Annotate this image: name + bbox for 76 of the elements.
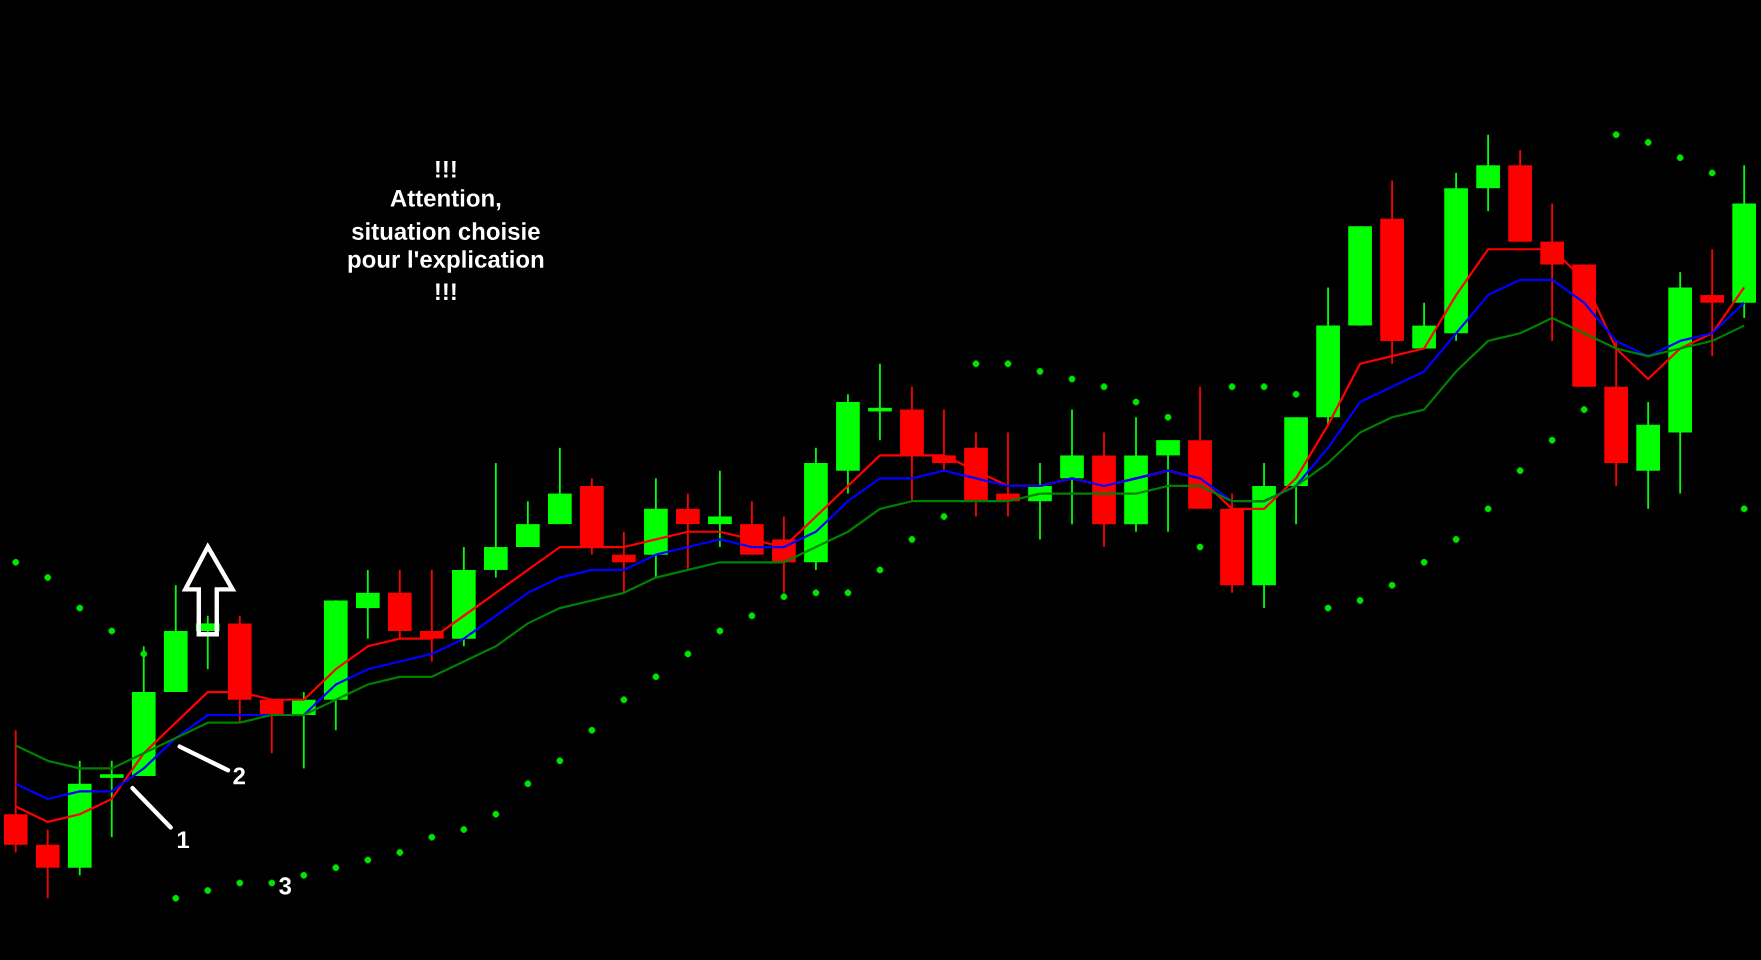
- annotation: 3: [279, 877, 292, 895]
- annotation: Attention,: [390, 189, 501, 211]
- point: [1420, 558, 1428, 566]
- point: [428, 833, 436, 841]
- point: [556, 757, 564, 765]
- point: [12, 558, 20, 566]
- point: [1260, 383, 1268, 391]
- candlestick: [1156, 439, 1180, 533]
- point: [908, 536, 916, 543]
- point: [812, 589, 820, 597]
- point: [748, 612, 756, 620]
- point: [876, 566, 884, 574]
- point: [940, 513, 948, 520]
- point: [396, 849, 404, 856]
- annotation: 1: [177, 831, 190, 849]
- point: [1164, 413, 1172, 421]
- candlestick: [1412, 301, 1436, 350]
- point: [1452, 536, 1460, 543]
- point: [76, 604, 84, 612]
- point: [1324, 604, 1332, 612]
- candlestick: [355, 569, 380, 640]
- point: [684, 650, 692, 658]
- candlestick: [708, 469, 732, 548]
- point: [108, 627, 116, 635]
- candlestick: [1476, 133, 1500, 212]
- annotation: !!!: [436, 161, 456, 178]
- point: [492, 810, 500, 818]
- candlestick: [484, 462, 508, 579]
- annotation: !!!: [436, 283, 456, 301]
- point: [1388, 581, 1396, 589]
- point: [1100, 383, 1108, 391]
- candlestick: [676, 492, 700, 571]
- annotation: 2: [233, 767, 245, 785]
- point: [1644, 138, 1652, 146]
- point: [268, 879, 276, 887]
- point: [236, 879, 244, 887]
- point: [1292, 390, 1300, 398]
- point: [588, 726, 596, 734]
- point: [1196, 543, 1204, 551]
- point: [1676, 154, 1684, 162]
- candlestick: [35, 828, 60, 900]
- point: [844, 589, 852, 597]
- point: [1612, 131, 1620, 139]
- point: [44, 574, 52, 581]
- point: [1004, 360, 1012, 368]
- annotation: situation choisie: [352, 222, 540, 240]
- point: [524, 780, 532, 788]
- point: [1228, 383, 1236, 391]
- point: [364, 856, 372, 864]
- annotation: pour l'explication: [348, 250, 544, 273]
- point: [1036, 368, 1044, 375]
- point: [460, 826, 468, 833]
- candlestick: [1060, 408, 1084, 526]
- point: [1740, 505, 1748, 513]
- point: [972, 360, 980, 368]
- point: [204, 887, 212, 894]
- point: [1356, 597, 1364, 604]
- point: [1132, 398, 1140, 406]
- candlestick: [516, 500, 540, 548]
- point: [620, 696, 628, 704]
- candlestick: [868, 362, 892, 442]
- point: [1484, 505, 1492, 513]
- candlestick: [98, 759, 124, 839]
- point: [172, 894, 180, 902]
- point: [652, 673, 660, 681]
- point: [1708, 169, 1716, 177]
- point: [332, 864, 340, 872]
- point: [1516, 467, 1524, 475]
- point: [1548, 436, 1556, 444]
- candlestick: [612, 530, 636, 594]
- point: [780, 593, 788, 601]
- point: [140, 650, 148, 658]
- point: [1580, 406, 1588, 413]
- point: [300, 871, 308, 879]
- point: [1068, 375, 1076, 383]
- point: [716, 627, 724, 635]
